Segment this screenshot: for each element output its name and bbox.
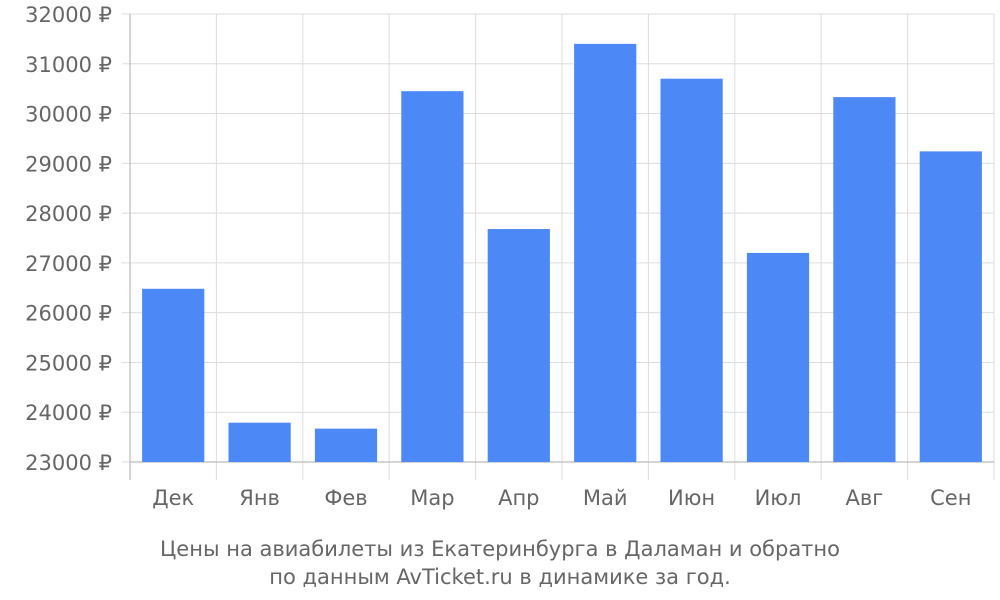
x-tick-label: Апр [498,486,539,510]
x-tick-label: Сен [930,486,971,510]
bar-8 [746,252,810,462]
y-tick-label: 30000 ₽ [25,103,112,127]
x-axis-labels: Дек Янв Фев Мар Апр Май Июн Июл Авг Сен [152,486,971,510]
y-tick-label: 31000 ₽ [25,53,112,77]
bar-4 [401,91,464,463]
y-tick-label: 29000 ₽ [25,152,112,176]
caption-line-2: по данным AvTicket.ru в динамике за год. [269,565,731,589]
y-tick-label: 26000 ₽ [25,302,112,326]
x-tick-label: Май [583,486,628,510]
x-tick-label: Мар [410,486,454,510]
bar-7 [660,78,723,462]
y-tick-label: 28000 ₽ [25,202,112,226]
bar-5 [487,229,550,462]
caption-line-1: Цены на авиабилеты из Екатеринбурга в Да… [160,537,840,561]
x-tick-label: Янв [239,486,280,510]
y-tick-label: 25000 ₽ [25,351,112,375]
chart-caption: Цены на авиабилеты из Екатеринбурга в Да… [160,537,840,589]
y-tick-label: 24000 ₽ [25,401,112,425]
bar-3 [314,428,378,462]
x-tick-label: Июн [668,486,715,510]
y-axis-labels: 23000 ₽ 24000 ₽ 25000 ₽ 26000 ₽ 27000 ₽ 28000… [25,3,112,475]
bar-2 [228,422,291,462]
bar-10 [919,151,982,463]
bars [142,43,982,463]
x-tick-label: Июл [755,486,802,510]
y-tick-label: 23000 ₽ [25,451,112,475]
bar-6 [574,43,637,462]
x-tick-label: Дек [152,486,194,510]
y-tick-label: 27000 ₽ [25,252,112,276]
bar-9 [833,97,896,462]
x-tick-label: Авг [846,486,884,510]
bar-1 [142,288,205,462]
y-tick-label: 32000 ₽ [25,3,112,27]
x-tick-label: Фев [324,486,367,510]
